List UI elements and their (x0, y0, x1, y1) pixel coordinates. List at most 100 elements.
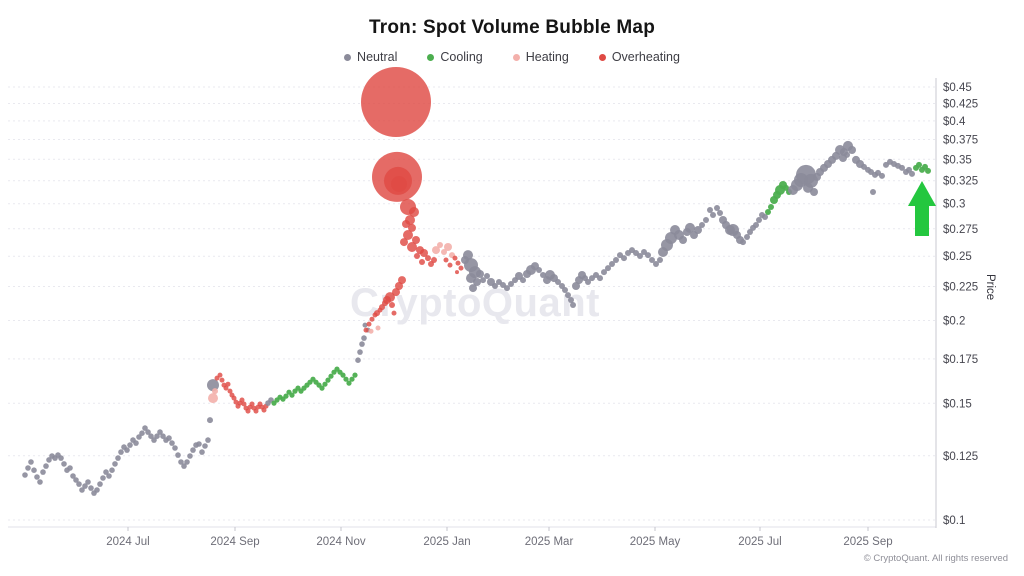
bubble-point[interactable] (233, 399, 239, 405)
bubble-point[interactable] (520, 277, 526, 284)
bubble-point[interactable] (157, 429, 163, 435)
bubble-point[interactable] (184, 459, 190, 465)
bubble-point[interactable] (810, 188, 818, 196)
bubble-point[interactable] (217, 372, 223, 378)
bubble-point[interactable] (361, 335, 367, 341)
bubble-point[interactable] (504, 285, 510, 292)
bubble-point[interactable] (124, 447, 130, 453)
bubble-point[interactable] (46, 457, 52, 463)
bubble-point[interactable] (85, 479, 91, 485)
bubble-point[interactable] (205, 437, 211, 443)
bubble-point[interactable] (649, 257, 655, 263)
bubble-point[interactable] (747, 229, 753, 235)
bubble-point[interactable] (202, 443, 208, 449)
bubble-point[interactable] (241, 401, 247, 407)
bubble-point[interactable] (208, 393, 218, 404)
bubble-point[interactable] (744, 234, 750, 240)
bubble-point[interactable] (261, 407, 267, 413)
bubble-point[interactable] (657, 257, 663, 263)
bubble-point[interactable] (412, 236, 420, 244)
bubble-point[interactable] (249, 401, 255, 407)
legend-item-cooling[interactable]: Cooling (427, 50, 483, 64)
bubble-point[interactable] (432, 246, 440, 255)
bubble-point[interactable] (613, 257, 619, 263)
bubble-point[interactable] (322, 381, 328, 387)
bubble-point[interactable] (469, 284, 477, 293)
bubble-point[interactable] (443, 257, 449, 263)
bubble-point[interactable] (768, 204, 774, 210)
bubble-point[interactable] (645, 252, 651, 259)
bubble-point[interactable] (139, 430, 145, 437)
bubble-point[interactable] (58, 455, 64, 461)
bubble-point[interactable] (420, 249, 428, 257)
bubble-point[interactable] (452, 255, 458, 261)
bubble-point[interactable] (441, 249, 447, 255)
bubble-point[interactable] (112, 461, 118, 467)
bubble-point[interactable] (409, 207, 419, 217)
bubble-point[interactable] (492, 283, 498, 289)
bubble-point[interactable] (653, 261, 659, 267)
bubble-point[interactable] (127, 442, 133, 448)
bubble-point[interactable] (844, 151, 850, 158)
bubble-point[interactable] (61, 461, 67, 467)
bubble-point[interactable] (100, 475, 106, 481)
bubble-point[interactable] (363, 327, 369, 333)
bubble-point[interactable] (289, 392, 295, 398)
bubble-point[interactable] (359, 341, 365, 347)
bubble-point[interactable] (555, 279, 561, 285)
bubble-point[interactable] (82, 483, 88, 489)
bubble-point[interactable] (357, 349, 363, 355)
bubble-point[interactable] (31, 467, 37, 474)
bubble-point[interactable] (151, 437, 157, 443)
legend-item-heating[interactable]: Heating (512, 50, 569, 64)
bubble-point[interactable] (395, 282, 403, 290)
bubble-point[interactable] (109, 467, 115, 474)
bubble-point[interactable] (458, 265, 464, 271)
bubble-point[interactable] (227, 388, 233, 394)
bubble-point[interactable] (463, 250, 473, 261)
bubble-point[interactable] (25, 465, 31, 471)
bubble-point[interactable] (225, 381, 231, 387)
bubble-point[interactable] (909, 170, 915, 177)
bubble-point[interactable] (361, 67, 431, 137)
bubble-point[interactable] (717, 210, 723, 216)
bubble-point[interactable] (207, 379, 219, 392)
bubble-point[interactable] (340, 372, 346, 378)
bubble-point[interactable] (431, 257, 437, 263)
bubble-point[interactable] (169, 440, 175, 446)
bubble-point[interactable] (425, 255, 431, 262)
bubble-point[interactable] (97, 481, 103, 487)
bubble-point[interactable] (391, 176, 407, 192)
bubble-point[interactable] (407, 242, 417, 252)
bubble-point[interactable] (699, 222, 705, 228)
bubble-point[interactable] (609, 261, 615, 267)
bubble-point[interactable] (79, 487, 85, 493)
bubble-point[interactable] (133, 440, 139, 446)
bubble-point[interactable] (480, 277, 486, 284)
legend-item-overheating[interactable]: Overheating (598, 50, 680, 64)
bubble-point[interactable] (879, 172, 885, 179)
bubble-point[interactable] (346, 380, 352, 386)
bubble-point[interactable] (76, 481, 82, 487)
bubble-point[interactable] (389, 302, 395, 308)
bubble-point[interactable] (187, 453, 193, 459)
bubble-point[interactable] (385, 292, 395, 303)
bubble-point[interactable] (166, 435, 172, 441)
bubble-points-layer[interactable] (22, 67, 931, 496)
bubble-point[interactable] (283, 393, 289, 399)
bubble-point[interactable] (160, 433, 166, 440)
bubble-point[interactable] (703, 217, 709, 223)
legend-item-neutral[interactable]: Neutral (344, 50, 397, 64)
bubble-point[interactable] (765, 209, 771, 215)
bubble-point[interactable] (756, 217, 762, 223)
bubble-point[interactable] (175, 452, 181, 458)
bubble-point[interactable] (319, 385, 325, 391)
bubble-point[interactable] (94, 487, 100, 493)
bubble-point[interactable] (28, 459, 34, 465)
bubble-point[interactable] (148, 433, 154, 440)
bubble-point[interactable] (245, 408, 251, 414)
bubble-point[interactable] (223, 385, 229, 391)
bubble-point[interactable] (444, 243, 452, 251)
bubble-point[interactable] (118, 449, 124, 455)
bubble-point[interactable] (103, 469, 109, 475)
